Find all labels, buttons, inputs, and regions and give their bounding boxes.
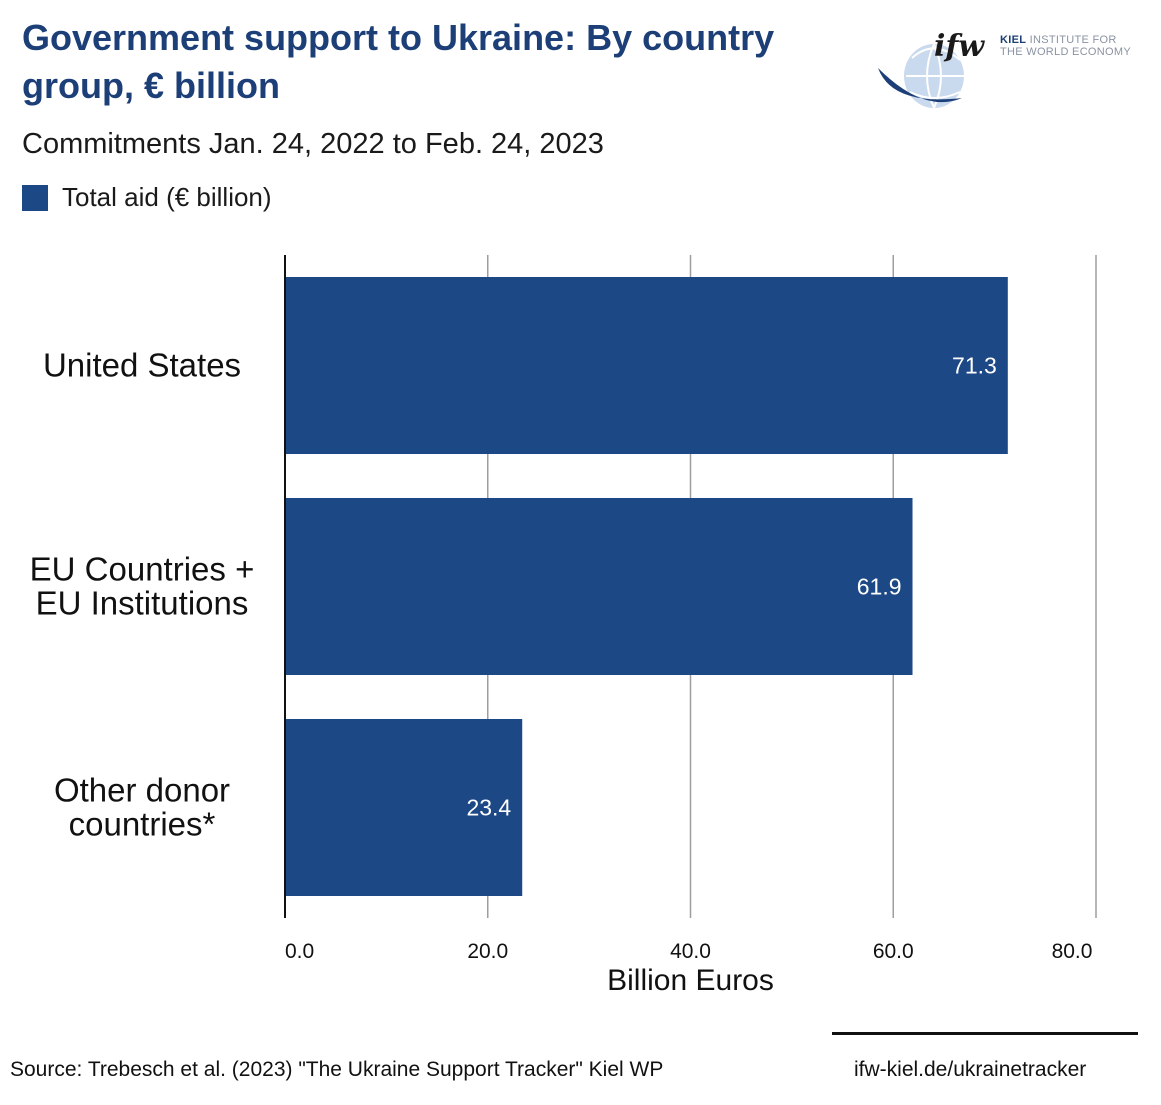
x-tick-label: 20.0 (467, 940, 508, 963)
y-category-label: EU Countries + EU Institutions (30, 551, 255, 622)
bar (285, 498, 913, 675)
bar (285, 277, 1008, 454)
bar-value-label: 71.3 (952, 353, 997, 379)
site-url[interactable]: ifw-kiel.de/ukrainetracker (854, 1058, 1087, 1081)
bar (285, 719, 523, 896)
labels: 0.0 20.0 40.0 60.0 80.0 71.3 United States 61.9… (30, 347, 1093, 998)
x-tick-label: 0.0 (285, 940, 314, 963)
source-note: Source: Trebesch et al. (2023) "The Ukra… (10, 1058, 664, 1081)
y-category-label: Other donor countries* (54, 772, 230, 843)
bar-value-label: 23.4 (466, 795, 511, 821)
legend-swatch (22, 184, 48, 211)
y-category-label-line: Other donor (54, 772, 230, 809)
y-category-label-line: EU Countries + (30, 551, 255, 588)
globe-icon: ifw (878, 29, 985, 109)
x-axis-title: Billion Euros (607, 964, 774, 997)
y-category-label-line: United States (43, 347, 241, 384)
bar-value-label: 61.9 (857, 574, 902, 600)
y-category-label: United States (43, 347, 241, 384)
y-category-label-line: countries* (69, 806, 216, 843)
x-tick-label: 40.0 (670, 940, 711, 963)
ifw-logo: ifw KIEL INSTITUTE FOR THE WORLD ECONOMY (872, 28, 1132, 118)
footer-rule (832, 1032, 1138, 1035)
chart-title: Government support to Ukraine: By countr… (22, 17, 775, 106)
svg-text:ifw: ifw (934, 29, 985, 64)
y-category-label-line: EU Institutions (36, 585, 249, 622)
legend-label: Total aid (€ billion) (62, 182, 272, 212)
logo-text: KIEL INSTITUTE FOR THE WORLD ECONOMY (1000, 34, 1131, 58)
x-tick-label: 60.0 (873, 940, 914, 963)
bars (285, 277, 1008, 896)
x-tick-label: 80.0 (1052, 940, 1093, 963)
chart-subtitle: Commitments Jan. 24, 2022 to Feb. 24, 20… (22, 128, 604, 160)
legend: Total aid (€ billion) (22, 182, 272, 213)
